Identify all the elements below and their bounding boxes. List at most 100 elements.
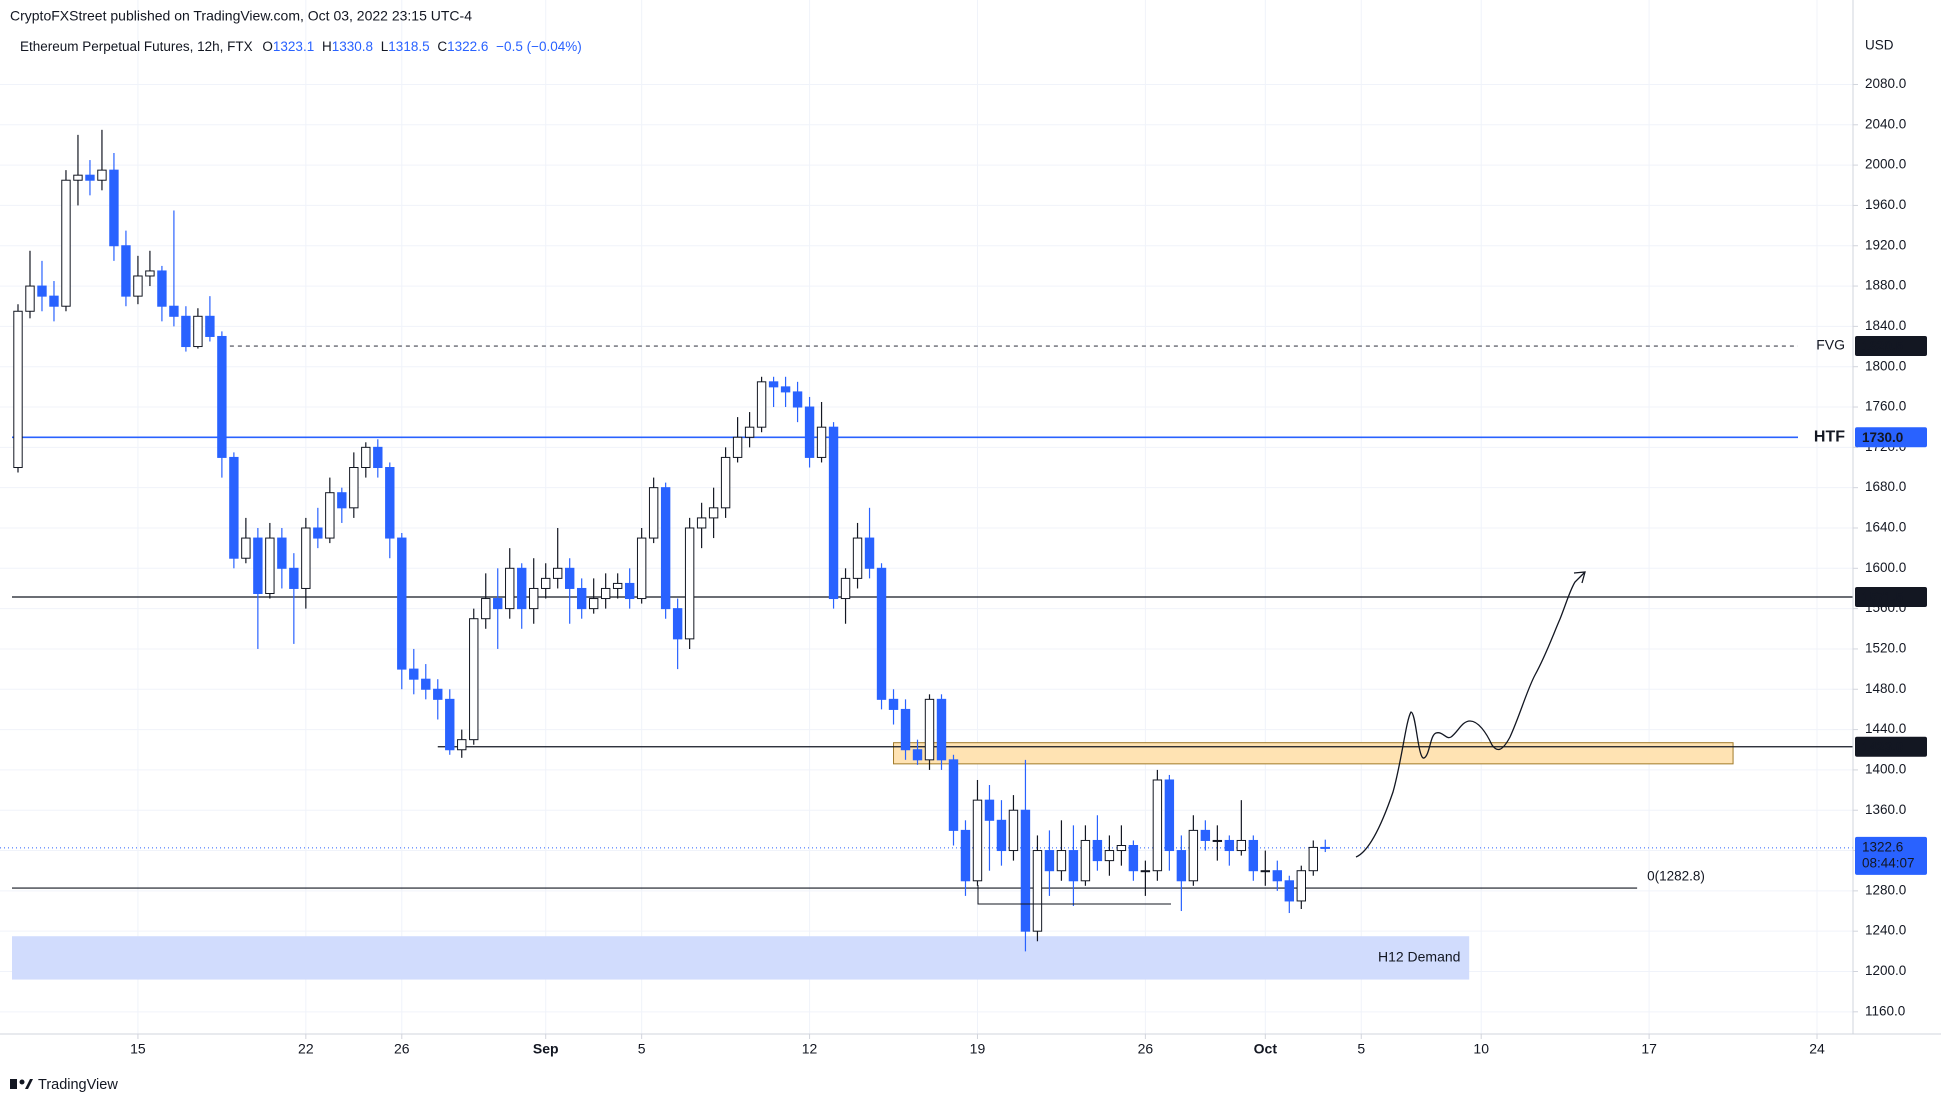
candle-body [756,381,767,428]
candle-body [1272,870,1283,882]
candle-body [972,799,983,882]
y-tick-label: 1680.0 [1865,479,1906,494]
candle-body [792,391,803,408]
candle-body [421,678,431,690]
candle-body [684,527,695,640]
candle-body [912,749,923,761]
candle-body [265,537,275,595]
ohlc-high: 1330.8 [332,39,373,54]
background-layer [0,0,1858,1039]
candle-body [253,537,263,595]
candle-body [61,179,71,307]
candle-body [409,668,419,680]
candle-body [301,527,311,589]
candle-body [1092,839,1103,862]
y-tick-label: 1520.0 [1865,641,1906,656]
y-tick-label: 2040.0 [1865,116,1906,131]
candle-body [1296,870,1306,902]
candle-body [948,759,959,831]
candle-body [588,598,599,610]
candle-body [49,295,59,307]
candle-body [385,467,395,539]
x-tick-label: 5 [1357,1041,1365,1057]
candle-body [660,487,671,610]
x-tick-label: 5 [638,1041,646,1057]
currency: USD [1865,38,1894,53]
candle-body [840,577,851,600]
projection-path [1355,571,1586,858]
candle-body [337,492,347,509]
candle-body [13,310,23,469]
candle-body [1116,845,1127,852]
candle-body [169,305,179,317]
candle-body [349,467,359,509]
candle-body [708,507,719,519]
candle-body [636,537,647,600]
candle-body [229,456,239,559]
candle-body [193,315,203,348]
candle-body [1008,809,1019,852]
marks-layer [13,129,1330,952]
candle-body [1176,850,1187,882]
candle-body [1068,850,1079,882]
y-tick-label: 1160.0 [1865,1003,1905,1018]
ohlc-change: −0.5 (−0.04%) [496,39,582,54]
candle-body [1236,839,1247,852]
projection-arrowhead [1573,571,1586,584]
candle-body [541,577,551,589]
x-tick-label: 22 [298,1041,314,1057]
candle-body [1224,839,1235,852]
candle-body [277,537,287,569]
x-tick-label: Sep [533,1041,559,1057]
candle-body [744,426,755,438]
candle-body [720,456,731,509]
y-tick-label: 1440.0 [1865,721,1906,736]
candle-body [888,698,899,710]
candle-body [1320,846,1330,849]
candle-body [325,492,335,539]
x-tick-label: 24 [1809,1041,1825,1057]
ohlc-prefix: O [262,39,273,54]
range-box [977,885,1171,905]
candle-body [481,598,491,620]
candle-body [1188,829,1199,882]
price-tag-label: 1730.0 [1862,430,1903,445]
logo-part [10,1079,17,1089]
x-tick-label: 10 [1473,1041,1489,1057]
ohlc-low: 1318.5 [388,39,429,54]
y-tick-label: 1760.0 [1865,399,1906,414]
candle-body [457,739,467,751]
candle-body [97,169,107,181]
x-tick-label: 12 [802,1041,818,1057]
candle-body [529,587,539,610]
candle-body [876,567,887,700]
candle-body [612,582,623,589]
candle-body [1140,870,1151,873]
candle-body [445,698,455,751]
candle-body [732,436,743,458]
x-tick-label: Oct [1254,1041,1278,1057]
candle-body [924,698,935,761]
price-tag-label: 1322.6 [1862,839,1903,854]
candle-body [133,275,143,297]
price-tag-label: 1571.5 [1862,590,1904,605]
candle-body [624,582,635,600]
countdown-label: 08:44:07 [1862,855,1915,870]
candle-body [145,270,155,277]
y-tick-label: 2000.0 [1865,157,1906,172]
candle-body [1200,829,1211,841]
price-tag [1855,336,1927,357]
candle-body [768,381,779,388]
level-name: FVG [1816,337,1845,353]
candle-body [85,174,95,181]
candle-body [397,537,407,670]
candle-body [505,567,515,610]
x-tick-label: 26 [394,1041,410,1057]
candle-body [1164,779,1175,852]
price-tag [1855,836,1927,875]
candle-body [373,446,383,469]
candle-body [672,608,683,640]
candle-body [217,335,227,458]
ohlc-open: 1323.1 [273,39,314,54]
